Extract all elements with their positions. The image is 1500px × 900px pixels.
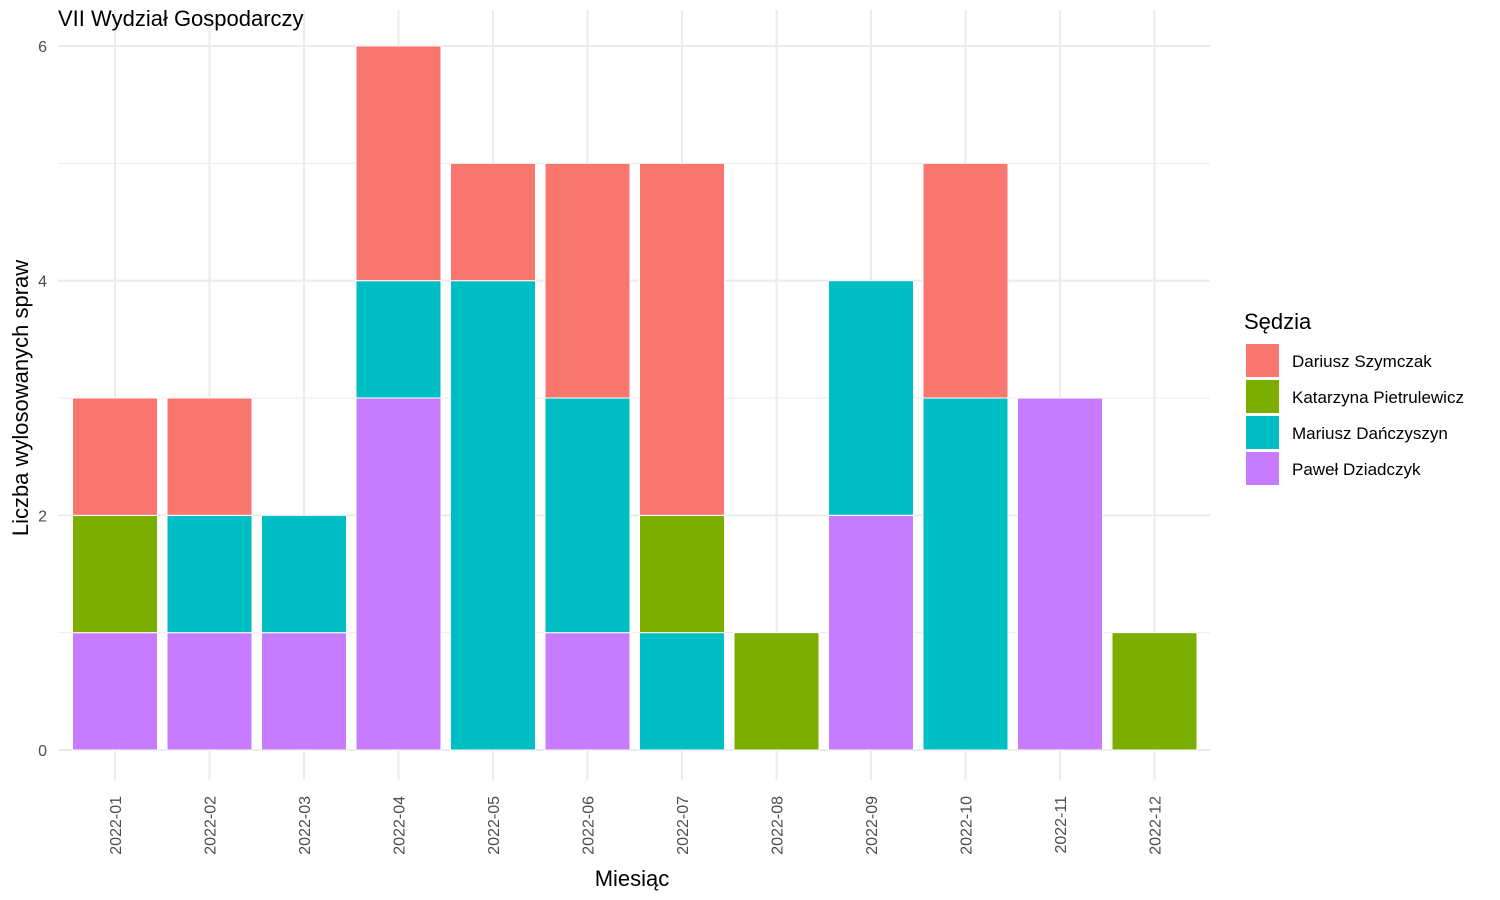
legend: Sędzia Dariusz Szymczak Katarzyna Pietrul… [1244, 309, 1464, 485]
bar-segment [450, 162, 536, 282]
bar-segment [922, 162, 1009, 399]
legend-title: Sędzia [1244, 309, 1312, 334]
chart-title: VII Wydział Gospodarczy [58, 6, 304, 31]
legend-label: Mariusz Dańczyszyn [1292, 424, 1448, 443]
legend-swatch [1246, 452, 1279, 485]
bar-segment [828, 514, 914, 751]
legend-label: Dariusz Szymczak [1292, 352, 1432, 371]
bar-segment [355, 45, 442, 282]
bar-segment [166, 514, 253, 634]
bar-segment [261, 514, 347, 634]
bar-segment [828, 280, 914, 516]
bar-segment [1017, 397, 1103, 751]
x-tick-label: 2022-02 [203, 796, 220, 855]
bar-segment [355, 280, 442, 399]
x-tick-label: 2022-12 [1148, 796, 1165, 855]
bar-segment [261, 632, 347, 751]
bar-segment [639, 162, 725, 516]
bar-segment [544, 162, 631, 399]
x-tick-label: 2022-08 [770, 796, 787, 855]
x-tick-label: 2022-06 [581, 796, 598, 855]
bar-segment [733, 632, 820, 751]
bar-segment [355, 397, 442, 751]
bar-segment [72, 632, 158, 751]
bar-segment [639, 514, 725, 634]
bars [72, 45, 1198, 751]
x-tick-label: 2022-05 [486, 796, 503, 855]
legend-swatch [1246, 380, 1279, 413]
x-axis-title: Miesiąc [595, 866, 670, 891]
y-tick-label: 2 [38, 508, 47, 525]
bar-segment [166, 397, 253, 516]
x-tick-label: 2022-10 [959, 796, 976, 855]
bar-segment [166, 632, 253, 751]
bar-segment [450, 280, 536, 751]
y-tick-label: 4 [38, 274, 47, 291]
bar-segment [1111, 632, 1198, 751]
x-axis: 2022-01 2022-02 2022-03 2022-04 2022-05 2022-… [108, 796, 1165, 855]
x-tick-label: 2022-11 [1053, 796, 1070, 854]
y-tick-label: 0 [38, 743, 47, 760]
x-tick-label: 2022-07 [675, 796, 692, 855]
x-tick-label: 2022-04 [392, 796, 409, 855]
bar-segment [922, 397, 1009, 751]
bar-segment [639, 632, 725, 751]
legend-swatch [1246, 416, 1279, 449]
bar-segment [544, 397, 631, 634]
x-tick-label: 2022-03 [297, 796, 314, 855]
y-tick-label: 6 [38, 39, 47, 56]
x-tick-label: 2022-01 [108, 796, 125, 855]
y-axis: 0 2 4 6 [38, 39, 47, 760]
bar-segment [72, 397, 158, 516]
legend-label: Katarzyna Pietrulewicz [1292, 388, 1464, 407]
x-tick-label: 2022-09 [864, 796, 881, 855]
bar-segment [544, 632, 631, 751]
legend-swatch [1246, 344, 1279, 377]
bar-segment [72, 514, 158, 634]
legend-label: Paweł Dziadczyk [1292, 460, 1421, 479]
y-axis-title: Liczba wylosowanych spraw [8, 260, 33, 536]
